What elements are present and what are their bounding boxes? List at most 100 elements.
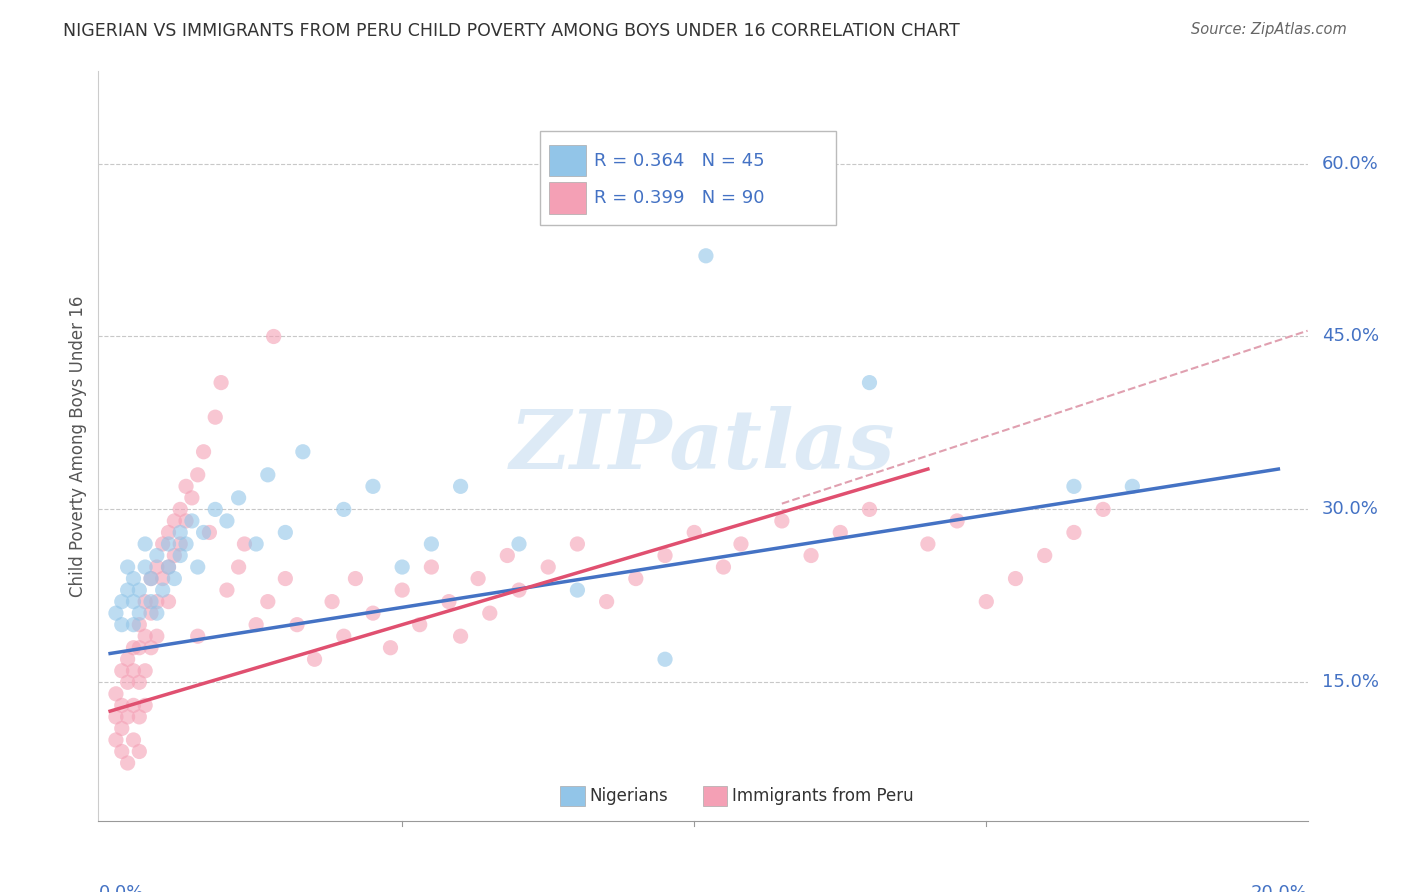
Point — [139, 640, 162, 655]
Point — [467, 572, 489, 586]
Point — [134, 560, 156, 574]
Point — [146, 560, 169, 574]
Point — [1121, 479, 1143, 493]
Point — [245, 617, 267, 632]
Point — [111, 698, 134, 713]
Point — [193, 444, 215, 458]
Text: NIGERIAN VS IMMIGRANTS FROM PERU CHILD POVERTY AMONG BOYS UNDER 16 CORRELATION C: NIGERIAN VS IMMIGRANTS FROM PERU CHILD P… — [63, 22, 960, 40]
Point — [274, 525, 297, 540]
Point — [537, 560, 560, 574]
Point — [508, 537, 530, 551]
Point — [496, 549, 519, 563]
Point — [274, 572, 297, 586]
Point — [117, 675, 139, 690]
Point — [683, 525, 706, 540]
Point — [304, 652, 326, 666]
Point — [263, 329, 285, 343]
Point — [291, 444, 314, 458]
Point — [800, 549, 823, 563]
Point — [695, 249, 717, 263]
Point — [332, 502, 354, 516]
Point — [1063, 479, 1085, 493]
Point — [128, 675, 150, 690]
Point — [122, 617, 145, 632]
Point — [1033, 549, 1056, 563]
Point — [245, 537, 267, 551]
Point — [122, 640, 145, 655]
FancyBboxPatch shape — [561, 786, 585, 805]
Point — [228, 560, 250, 574]
Point — [117, 583, 139, 598]
Point — [187, 629, 209, 643]
Point — [332, 629, 354, 643]
Point — [111, 617, 134, 632]
Point — [157, 560, 180, 574]
Text: 20.0%: 20.0% — [1251, 884, 1308, 892]
Point — [104, 733, 127, 747]
Point — [624, 572, 647, 586]
FancyBboxPatch shape — [550, 182, 586, 214]
Point — [134, 629, 156, 643]
Point — [146, 606, 169, 620]
Point — [122, 572, 145, 586]
Point — [122, 733, 145, 747]
Point — [450, 629, 472, 643]
Point — [134, 594, 156, 608]
Point — [830, 525, 852, 540]
Point — [321, 594, 343, 608]
Point — [134, 698, 156, 713]
Point — [437, 594, 460, 608]
Text: 30.0%: 30.0% — [1322, 500, 1379, 518]
Point — [361, 479, 384, 493]
Point — [111, 664, 134, 678]
Point — [917, 537, 939, 551]
Point — [128, 606, 150, 620]
Point — [146, 594, 169, 608]
Point — [198, 525, 221, 540]
Point — [111, 722, 134, 736]
Point — [139, 572, 162, 586]
Point — [122, 698, 145, 713]
Y-axis label: Child Poverty Among Boys Under 16: Child Poverty Among Boys Under 16 — [69, 295, 87, 597]
Point — [215, 583, 238, 598]
Point — [1063, 525, 1085, 540]
Point — [478, 606, 501, 620]
Point — [139, 606, 162, 620]
Point — [391, 560, 413, 574]
Point — [654, 549, 676, 563]
Point — [228, 491, 250, 505]
Point — [187, 560, 209, 574]
Point — [104, 710, 127, 724]
Point — [420, 537, 443, 551]
Point — [163, 572, 186, 586]
Point — [595, 594, 617, 608]
Point — [187, 467, 209, 482]
Text: 45.0%: 45.0% — [1322, 327, 1379, 345]
Point — [122, 594, 145, 608]
Point — [567, 583, 589, 598]
Point — [157, 594, 180, 608]
Point — [174, 537, 197, 551]
Point — [344, 572, 367, 586]
Point — [169, 502, 191, 516]
Point — [134, 537, 156, 551]
Point — [380, 640, 402, 655]
Point — [180, 514, 202, 528]
Point — [730, 537, 752, 551]
Point — [858, 502, 880, 516]
Point — [193, 525, 215, 540]
Point — [174, 479, 197, 493]
Point — [361, 606, 384, 620]
Point — [770, 514, 793, 528]
Text: 60.0%: 60.0% — [1322, 154, 1379, 172]
FancyBboxPatch shape — [540, 131, 837, 225]
Point — [204, 410, 226, 425]
Point — [152, 572, 174, 586]
Point — [157, 525, 180, 540]
Point — [117, 756, 139, 770]
Point — [567, 537, 589, 551]
Point — [209, 376, 232, 390]
Point — [134, 664, 156, 678]
Point — [152, 583, 174, 598]
Text: ZIPatlas: ZIPatlas — [510, 406, 896, 486]
